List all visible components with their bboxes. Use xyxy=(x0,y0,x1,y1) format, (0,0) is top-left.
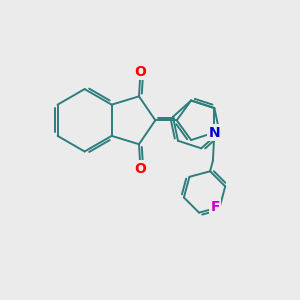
Text: O: O xyxy=(134,65,146,79)
Text: O: O xyxy=(134,162,146,176)
Text: F: F xyxy=(211,200,220,214)
Text: N: N xyxy=(208,125,220,140)
